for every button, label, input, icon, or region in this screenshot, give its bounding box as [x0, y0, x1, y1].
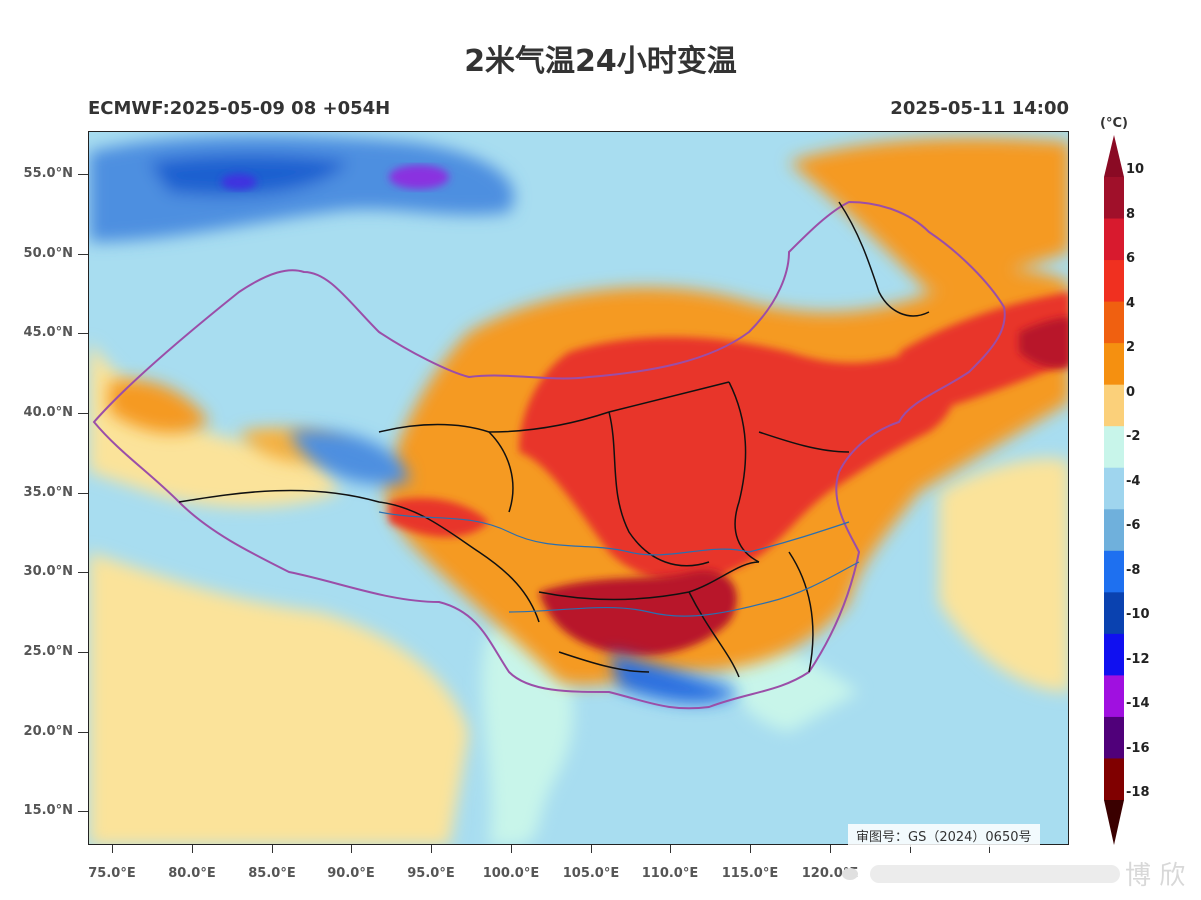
colorbar-label: -12: [1126, 651, 1150, 667]
lat-tick-label: 45.0°N: [23, 325, 73, 340]
lon-tick-label: 115.0°E: [721, 866, 779, 881]
lon-tick-mark: [272, 845, 273, 853]
colorbar-label: 0: [1126, 384, 1136, 400]
colorbar-bottom-arrow: [1104, 800, 1124, 845]
lon-tick-mark: [511, 845, 512, 853]
map-canvas: [89, 132, 1068, 844]
colorbar-swatch: [1104, 218, 1124, 261]
lon-tick-label: 110.0°E: [641, 866, 699, 881]
colorbar-swatch: [1104, 343, 1124, 386]
colorbar-top-arrow: [1104, 135, 1124, 177]
colorbar-swatch: [1104, 633, 1124, 676]
model-run-label: ECMWF:2025-05-09 08 +054H: [88, 98, 391, 119]
country-border: [92, 200, 1006, 710]
cooling-blue-region: [89, 135, 739, 704]
colorbar-swatch: [1104, 467, 1124, 510]
colorbar-swatch: [1104, 301, 1124, 344]
colorbar-label: -10: [1126, 607, 1150, 622]
colorbar-label: -18: [1126, 785, 1150, 800]
lon-tick-label: 85.0°E: [248, 866, 296, 881]
warming-red-region: [389, 292, 1068, 583]
colorbar-swatch: [1104, 177, 1124, 220]
lon-tick-mark: [591, 845, 592, 853]
colorbar-label: -14: [1126, 696, 1150, 711]
lat-tick-mark: [78, 811, 88, 812]
temperature-change-map: [88, 131, 1069, 845]
lon-tick-mark: [750, 845, 751, 853]
colorbar-swatch: [1104, 384, 1124, 427]
lat-tick-mark: [78, 493, 88, 494]
lon-tick-mark: [830, 845, 831, 853]
lon-tick-mark: [910, 845, 911, 853]
lon-tick-mark: [192, 845, 193, 853]
colorbar-swatch: [1104, 509, 1124, 552]
colorbar-label: -6: [1126, 518, 1141, 533]
lon-tick-label: 95.0°E: [407, 866, 455, 881]
lat-tick-mark: [78, 572, 88, 573]
lat-tick-mark: [78, 652, 88, 653]
warming-light-region: [89, 342, 1068, 844]
colorbar-swatch: [1104, 550, 1124, 593]
lat-tick-label: 15.0°N: [23, 803, 73, 818]
lon-tick-mark: [431, 845, 432, 853]
colorbar-swatch: [1104, 426, 1124, 469]
colorbar-label: -4: [1126, 473, 1141, 489]
lat-tick-label: 35.0°N: [23, 485, 73, 500]
lat-tick-mark: [78, 732, 88, 733]
lat-tick-mark: [78, 333, 88, 334]
lon-tick-label: 105.0°E: [562, 866, 620, 881]
lon-tick-label: 100.0°E: [482, 866, 540, 881]
watermark: 博 欣: [842, 861, 1185, 891]
lon-tick-mark: [989, 845, 990, 853]
colorbar-swatch: [1104, 675, 1124, 718]
lat-tick-mark: [78, 254, 88, 255]
lat-tick-label: 25.0°N: [23, 644, 73, 659]
colorbar-swatch: [1104, 592, 1124, 635]
lon-tick-mark: [112, 845, 113, 853]
lat-tick-mark: [78, 413, 88, 414]
colorbar-label: 10: [1126, 162, 1145, 177]
warming-darkred-region: [539, 317, 1068, 656]
lat-tick-label: 55.0°N: [23, 166, 73, 181]
lon-tick-mark: [670, 845, 671, 853]
colorbar-unit: (°C): [1100, 116, 1128, 131]
lat-tick-label: 20.0°N: [23, 724, 73, 739]
lat-tick-mark: [78, 174, 88, 175]
colorbar: [1104, 135, 1124, 845]
lon-tick-label: 75.0°E: [88, 866, 136, 881]
map-approval-stamp: 审图号：GS（2024）0650号: [848, 824, 1040, 847]
valid-time-label: 2025-05-11 14:00: [890, 98, 1069, 119]
colorbar-swatch: [1104, 758, 1124, 801]
colorbar-label: -2: [1126, 429, 1141, 444]
lon-tick-label: 80.0°E: [168, 866, 216, 881]
colorbar-label: -16: [1126, 740, 1150, 756]
colorbar-swatch: [1104, 260, 1124, 303]
lat-tick-label: 30.0°N: [23, 564, 73, 579]
colorbar-label: 2: [1126, 340, 1136, 355]
colorbar-swatch: [1104, 716, 1124, 759]
rivers: [378, 511, 860, 617]
colorbar-label: 8: [1126, 206, 1136, 222]
colorbar-label: -8: [1126, 562, 1141, 578]
watermark-text: 博 欣: [1125, 861, 1185, 891]
colorbar-label: 6: [1126, 251, 1136, 266]
colorbar-label: 4: [1126, 295, 1136, 311]
province-borders: [178, 201, 930, 678]
map-title: 2米气温24小时变温: [464, 44, 737, 79]
lat-tick-label: 50.0°N: [23, 246, 73, 261]
lat-tick-label: 40.0°N: [23, 405, 73, 420]
lon-tick-label: 90.0°E: [327, 866, 375, 881]
lon-tick-mark: [351, 845, 352, 853]
